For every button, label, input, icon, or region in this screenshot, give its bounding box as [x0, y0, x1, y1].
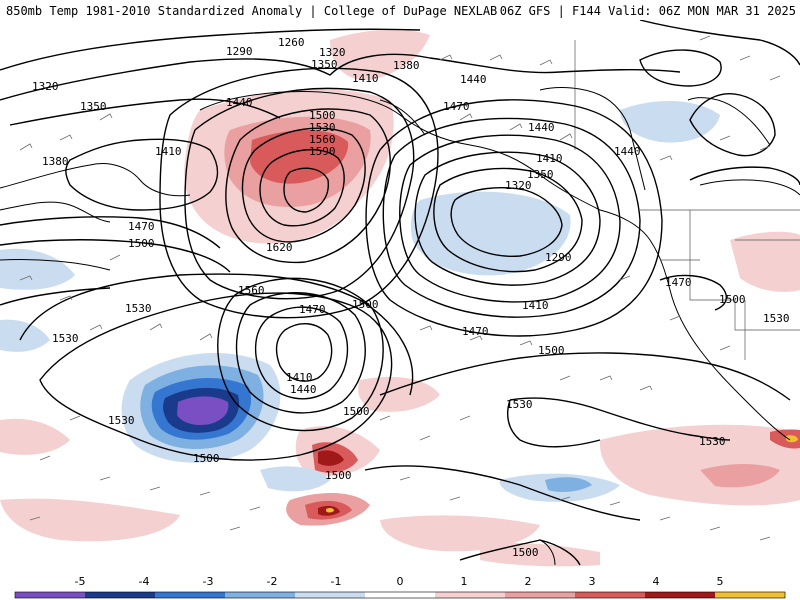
height-label: 1440 [460, 73, 487, 86]
height-label: 1530 [125, 302, 152, 315]
colorbar-swatch [715, 592, 786, 598]
colorbar-swatch [505, 592, 576, 598]
height-label: 1290 [226, 45, 253, 58]
height-label: 1440 [226, 96, 253, 109]
colorbar-swatch [85, 592, 156, 598]
height-label: 1500 [128, 237, 155, 250]
height-label: 1590 [309, 145, 336, 158]
colorbar-tick-label: 3 [589, 575, 596, 588]
height-label: 1350 [527, 168, 554, 181]
height-label: 1410 [286, 371, 313, 384]
height-label: 1500 [343, 405, 370, 418]
height-label: 1560 [309, 133, 336, 146]
map-title: 850mb Temp 1981-2010 Standardized Anomal… [6, 4, 498, 18]
colorbar-outline [14, 591, 786, 599]
height-label: 1410 [536, 152, 563, 165]
height-label: 1560 [238, 284, 265, 297]
height-label: 1440 [290, 383, 317, 396]
anomaly-map: 1320 1350 1380 1410 1470 1500 1530 1530 … [0, 20, 800, 567]
colorbar-swatch [295, 592, 366, 598]
height-label: 1380 [42, 155, 69, 168]
height-label: 1620 [266, 241, 293, 254]
height-label: 1350 [311, 58, 338, 71]
height-label: 1440 [528, 121, 555, 134]
height-label: 1530 [309, 121, 336, 134]
height-label: 1470 [665, 276, 692, 289]
height-contours [0, 20, 800, 566]
height-label: 1410 [155, 145, 182, 158]
height-label: 1410 [522, 299, 549, 312]
colorbar-swatch [645, 592, 716, 598]
wind-barbs [19, 35, 781, 541]
height-label: 1470 [443, 100, 470, 113]
colorbar-swatch [575, 592, 646, 598]
colorbar-swatch [155, 592, 226, 598]
cold-anomaly-shading [0, 100, 720, 502]
height-label: 1260 [278, 36, 305, 49]
model-run-valid-time: 06Z GFS | F144 Valid: 06Z MON MAR 31 202… [499, 4, 796, 18]
height-label: 1530 [763, 312, 790, 325]
height-label: 1470 [299, 303, 326, 316]
height-label: 1320 [505, 179, 532, 192]
height-label: 1500 [538, 344, 565, 357]
height-label: 1320 [319, 46, 346, 59]
colorbar-tick-label: -1 [331, 575, 342, 588]
colorbar-tick-label: 4 [653, 575, 660, 588]
height-label: 1500 [352, 298, 379, 311]
height-label: 1290 [545, 251, 572, 264]
colorbar-swatch [15, 592, 86, 598]
colorbar-tick-label: 2 [525, 575, 532, 588]
colorbar-tick-label: -4 [139, 575, 150, 588]
colorbar-swatch [365, 592, 436, 598]
height-label: 1530 [506, 398, 533, 411]
height-label: 1470 [462, 325, 489, 338]
height-label: 1470 [128, 220, 155, 233]
colorbar-tick-label: -3 [203, 575, 214, 588]
height-labels: 1320 1350 1380 1410 1470 1500 1530 1530 … [32, 36, 790, 559]
height-label: 1530 [699, 435, 726, 448]
colorbar-tick-label: 0 [397, 575, 404, 588]
height-label: 1320 [32, 80, 59, 93]
political-borders [574, 40, 800, 360]
height-label: 1380 [393, 59, 420, 72]
colorbar-tick-label: 1 [461, 575, 468, 588]
height-label: 1410 [352, 72, 379, 85]
height-label: 1500 [193, 452, 220, 465]
height-label: 1500 [719, 293, 746, 306]
height-label: 1530 [108, 414, 135, 427]
height-label: 1530 [52, 332, 79, 345]
height-label: 1440 [614, 145, 641, 158]
colorbar-tick-label: -2 [267, 575, 278, 588]
height-label: 1500 [325, 469, 352, 482]
height-label: 1500 [512, 546, 539, 559]
height-label: 1350 [80, 100, 107, 113]
height-label: 1500 [309, 109, 336, 122]
colorbar-swatch [225, 592, 296, 598]
colorbar-tick-label: -5 [75, 575, 86, 588]
colorbar-swatch [435, 592, 506, 598]
colorbar-tick-label: 5 [717, 575, 724, 588]
anomaly-colorbar: -5 -4 -3 -2 -1 0 1 2 3 4 5 [14, 575, 786, 599]
